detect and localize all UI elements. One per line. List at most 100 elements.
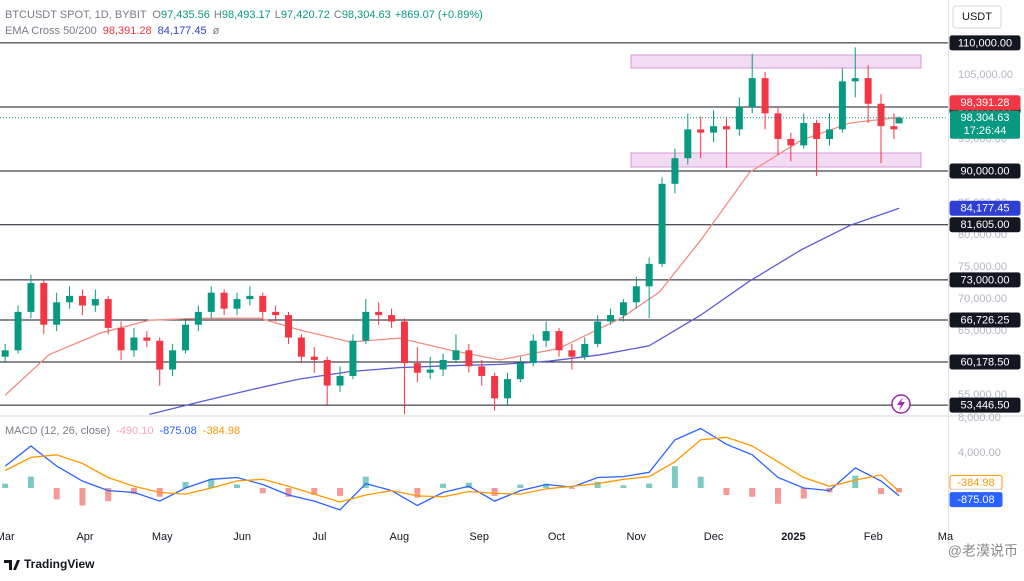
x-tick-label: Ma xyxy=(938,531,954,543)
macd-histogram-bar xyxy=(105,488,112,502)
x-tick-label: Feb xyxy=(864,531,883,543)
candle-body xyxy=(40,283,48,325)
x-tick-label: Jun xyxy=(233,531,251,543)
macd-value: -875.08 xyxy=(159,425,196,437)
macd-macd-label-box xyxy=(949,492,1003,508)
candle-body xyxy=(143,337,151,341)
candle-body xyxy=(78,295,86,306)
x-tick-label: May xyxy=(152,531,173,543)
macd-hist-value: -490.10 xyxy=(116,425,153,437)
ema-label: 84,177.45 xyxy=(961,203,1010,215)
macd-histogram-bar xyxy=(568,488,575,489)
macd-histogram-bar xyxy=(414,488,421,498)
level-label: 73,000.00 xyxy=(961,274,1010,286)
ema-legend: EMA Cross 50/200 98,391.28 84,177.45 ø xyxy=(5,25,220,37)
o-value: 97,435.56 xyxy=(161,9,210,21)
macd-histogram-bar xyxy=(311,488,318,496)
ema-title: EMA Cross 50/200 xyxy=(5,25,97,37)
brand: TradingView xyxy=(24,557,95,571)
ema-label-box xyxy=(949,95,1021,111)
candle-body xyxy=(181,324,189,351)
h-value: 98,493.17 xyxy=(222,9,271,21)
candle-body xyxy=(220,292,228,309)
candle-body xyxy=(426,369,434,373)
candle-body xyxy=(658,183,666,264)
level-label: 66,726.25 xyxy=(961,314,1010,326)
ema50-value: 98,391.28 xyxy=(103,25,152,37)
candle-body xyxy=(285,315,293,338)
candle-body xyxy=(838,81,846,130)
candle-body xyxy=(735,106,743,130)
macd-histogram-bar xyxy=(208,479,215,489)
macd-histogram-bar xyxy=(182,481,189,489)
macd-histogram-bar xyxy=(723,488,730,496)
h-key: H xyxy=(214,9,222,21)
macd-histogram-bar xyxy=(594,481,601,489)
macd-line xyxy=(4,427,900,511)
level-label-box xyxy=(949,272,1021,288)
candle-body xyxy=(478,366,486,376)
candle-body xyxy=(684,129,692,159)
candle-body xyxy=(349,340,357,376)
candle-body xyxy=(813,122,821,139)
level-label-box xyxy=(949,163,1021,179)
candle-body xyxy=(375,311,383,316)
level-label: 81,605.00 xyxy=(961,219,1010,231)
candle-body xyxy=(310,356,318,360)
macd-signal-label: -384.98 xyxy=(957,477,994,489)
candle-body xyxy=(710,126,718,133)
o-key: O xyxy=(152,9,161,21)
c-value: 98,304.63 xyxy=(342,9,391,21)
ema-label-box xyxy=(949,200,1021,216)
candle-body xyxy=(851,78,859,82)
currency-box[interactable] xyxy=(952,5,1002,29)
countdown: 17:26:44 xyxy=(964,125,1007,137)
macd-histogram-bar xyxy=(749,488,756,497)
x-tick-label: Sep xyxy=(469,531,489,543)
candle-body xyxy=(516,363,524,380)
x-tick-label: Nov xyxy=(627,531,647,543)
candle-body xyxy=(632,286,640,303)
x-tick-label: Dec xyxy=(704,531,724,543)
macd-histogram-bar xyxy=(2,483,9,489)
candle-body xyxy=(323,359,331,386)
candle-body xyxy=(671,158,679,184)
macd-title: MACD (12, 26, close) xyxy=(5,425,110,437)
candle-body xyxy=(272,311,280,316)
candle-body xyxy=(1,350,9,357)
header-line: BTCUSDT SPOT, 1D, BYBIT O97,435.56 H98,493… xyxy=(5,9,483,21)
candle-body xyxy=(503,379,511,399)
macd-histogram-bar xyxy=(543,483,550,489)
candle-body xyxy=(91,299,99,306)
candle-body xyxy=(297,337,305,357)
x-tick-label: Oct xyxy=(548,531,565,543)
macd-histogram-bar xyxy=(517,484,524,489)
y-tick-label: 75,000.00 xyxy=(958,261,1007,273)
level-label: 53,446.50 xyxy=(961,400,1010,412)
macd-legend: MACD (12, 26, close) -490.10 -875.08 -384.9… xyxy=(5,425,240,437)
candle-body xyxy=(826,129,833,139)
candle-body xyxy=(439,359,447,370)
level-label: 110,000.00 xyxy=(958,37,1012,49)
candle-body xyxy=(207,292,215,312)
macd-histogram-bar xyxy=(440,483,447,489)
candle-body xyxy=(53,302,61,325)
candle-body xyxy=(104,299,112,328)
currency[interactable]: USDT xyxy=(962,11,992,23)
candle-body xyxy=(748,78,756,107)
macd-histogram-bar xyxy=(671,466,678,489)
macd-histogram-bar xyxy=(774,488,781,504)
macd-histogram-bar xyxy=(53,488,60,500)
macd-histogram-bar xyxy=(646,483,653,489)
y-tick-label: 65,000.00 xyxy=(958,325,1007,337)
level-label-box xyxy=(949,217,1021,233)
level-label-box xyxy=(949,354,1021,370)
candle-body xyxy=(117,327,125,351)
macd-histogram-bar xyxy=(234,484,240,489)
candle-body xyxy=(465,350,473,367)
macd-histogram-bar xyxy=(878,488,885,495)
candle-body xyxy=(259,295,267,312)
macd-y-tick-label: 8,000.00 xyxy=(958,412,1001,424)
candle-body xyxy=(27,283,35,312)
